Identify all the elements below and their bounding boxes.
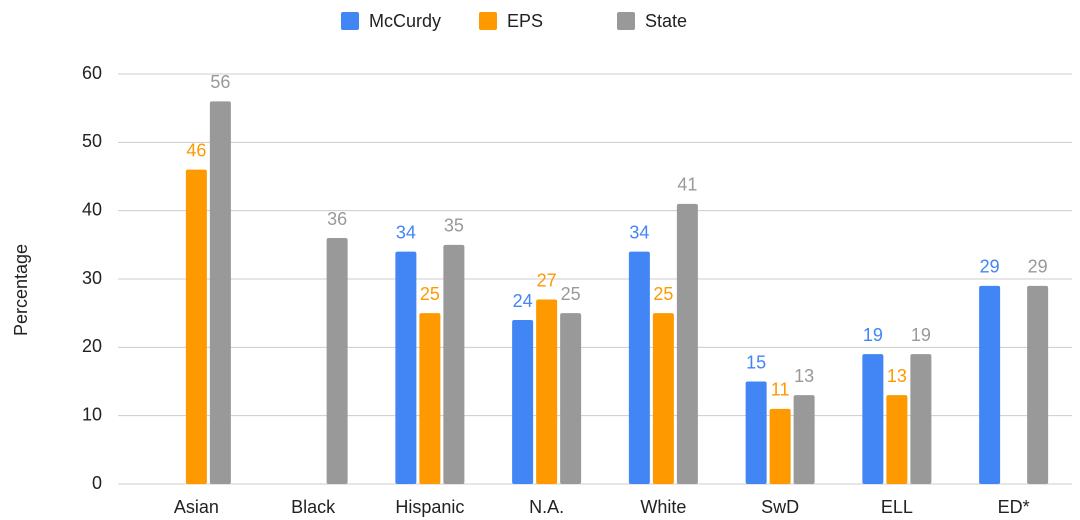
bar <box>443 244 465 484</box>
data-label: 25 <box>420 284 440 304</box>
legend-label: McCurdy <box>369 11 441 31</box>
bar <box>652 313 674 484</box>
data-label: 41 <box>677 175 697 195</box>
y-tick-label: 20 <box>82 336 102 356</box>
x-tick-label: ED* <box>998 497 1030 517</box>
bar <box>1027 285 1049 484</box>
x-tick-label: Asian <box>174 497 219 517</box>
bar <box>185 169 207 484</box>
bar <box>560 313 582 484</box>
data-label: 13 <box>887 366 907 386</box>
x-tick-label: SwD <box>761 497 799 517</box>
data-label: 35 <box>444 216 464 236</box>
y-tick-label: 30 <box>82 268 102 288</box>
data-label: 34 <box>629 222 649 242</box>
bar <box>793 395 815 484</box>
bar <box>536 299 558 484</box>
bar <box>395 251 417 484</box>
bar <box>676 203 698 485</box>
bar <box>862 354 884 484</box>
data-label: 19 <box>863 325 883 345</box>
data-label: 19 <box>911 325 931 345</box>
data-label: 25 <box>653 284 673 304</box>
x-tick-label: Hispanic <box>395 497 464 517</box>
x-tick-label: N.A. <box>529 497 564 517</box>
data-label: 15 <box>746 352 766 372</box>
legend-swatch <box>341 12 359 30</box>
bar <box>910 354 932 484</box>
legend-swatch <box>617 12 635 30</box>
bar <box>419 313 441 484</box>
data-label: 36 <box>327 209 347 229</box>
x-tick-label: ELL <box>881 497 913 517</box>
bar <box>628 251 650 484</box>
y-tick-label: 50 <box>82 131 102 151</box>
x-tick-label: White <box>640 497 686 517</box>
bar <box>979 285 1001 484</box>
y-tick-label: 60 <box>82 63 102 83</box>
data-label: 27 <box>537 270 557 290</box>
bar <box>745 381 767 484</box>
y-axis-label: Percentage <box>11 244 31 336</box>
legend-swatch <box>479 12 497 30</box>
x-tick-label: Black <box>291 497 336 517</box>
data-label: 24 <box>513 291 533 311</box>
data-label: 46 <box>186 140 206 160</box>
data-label: 56 <box>210 72 230 92</box>
data-label: 29 <box>980 257 1000 277</box>
data-label: 13 <box>794 366 814 386</box>
data-label: 25 <box>561 284 581 304</box>
bar <box>769 408 791 484</box>
data-label: 11 <box>771 380 790 400</box>
legend-label: EPS <box>507 11 543 31</box>
bar <box>512 320 534 484</box>
y-tick-label: 0 <box>92 473 102 493</box>
bar <box>886 395 908 484</box>
bar <box>209 101 231 484</box>
y-tick-label: 10 <box>82 404 102 424</box>
data-label: 29 <box>1028 257 1048 277</box>
legend-label: State <box>645 11 687 31</box>
y-tick-label: 40 <box>82 199 102 219</box>
data-label: 34 <box>396 222 416 242</box>
bar <box>326 238 348 484</box>
